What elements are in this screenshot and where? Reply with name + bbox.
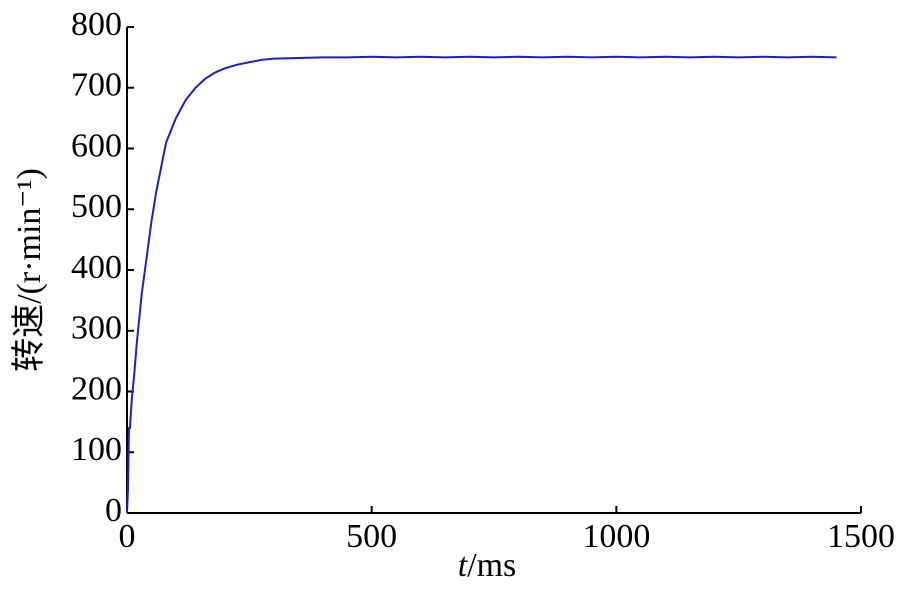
x-tick-label: 1500 [827, 518, 895, 555]
y-tick-label: 400 [71, 249, 122, 286]
y-axis-label: 转速/(r·min⁻¹) [10, 168, 48, 372]
x-axis-label: t/ms [458, 547, 517, 584]
line [126, 55, 837, 514]
x-tick-label: 0 [119, 518, 136, 555]
y-tick-label: 0 [105, 492, 122, 529]
y-tick-label: 200 [71, 370, 122, 407]
y-tick-label: 500 [71, 188, 122, 225]
x-label-symbol: t [458, 547, 469, 584]
y-tick-label: 300 [71, 310, 122, 347]
x-tick-label: 500 [346, 518, 397, 555]
y-tick-label: 800 [71, 6, 122, 43]
x-tick-label: 1000 [582, 518, 650, 555]
x-label-unit: /ms [467, 547, 516, 584]
y-tick-label: 700 [71, 67, 122, 104]
y-tick-label: 600 [71, 127, 122, 164]
y-tick-label: 100 [71, 431, 122, 468]
